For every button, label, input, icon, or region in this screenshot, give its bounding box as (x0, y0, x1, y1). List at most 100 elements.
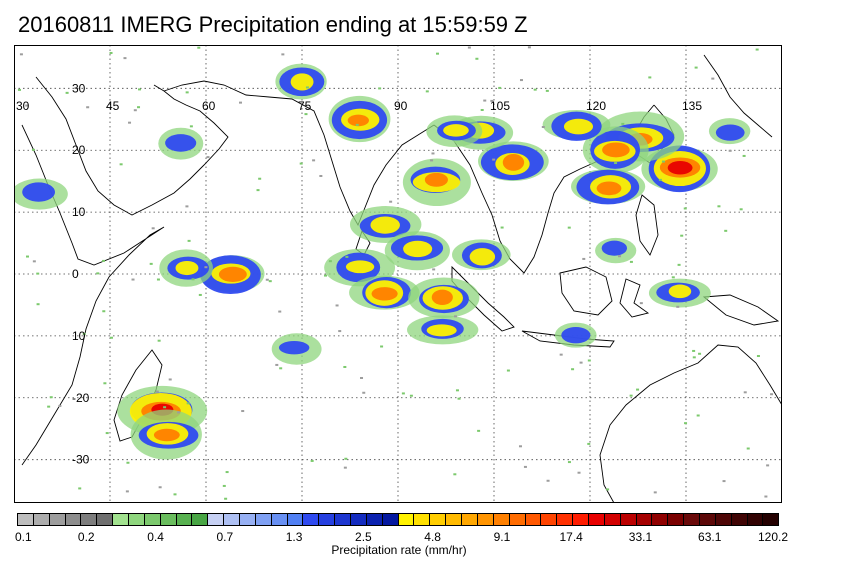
drizzle-pixel (65, 91, 69, 94)
drizzle-pixel (355, 123, 359, 126)
drizzle-pixel (629, 260, 633, 263)
map-canvas: 30 45 60 75 90 105 120 135 30 20 10 0 10 -20 -30 (14, 45, 782, 503)
map-title: 20160811 IMERG Precipitation ending at 1… (18, 12, 528, 37)
lon-tick-label: 45 (106, 99, 120, 113)
drizzle-pixel (25, 104, 29, 107)
drizzle-pixel (281, 53, 285, 56)
map-frame (14, 45, 782, 503)
precip-cell (648, 278, 711, 308)
drizzle-pixel (328, 260, 332, 263)
drizzle-pixel (58, 404, 62, 407)
colorbar-swatch (335, 514, 352, 525)
drizzle-pixel (86, 106, 90, 109)
drizzle-pixel (105, 432, 109, 435)
drizzle-pixel (78, 487, 82, 490)
drizzle-pixel (480, 108, 484, 111)
drizzle-pixel (389, 200, 393, 203)
drizzle-pixel (742, 154, 746, 157)
drizzle-pixel (614, 162, 618, 165)
colorbar-swatch (160, 514, 177, 525)
drizzle-pixel (25, 255, 29, 258)
precip-contour (443, 124, 469, 137)
drizzle-pixel (103, 382, 107, 385)
colorbar-tick-label: 2.5 (355, 530, 372, 544)
drizzle-pixel (477, 429, 481, 432)
precip-cell (582, 126, 649, 173)
drizzle-pixel (676, 305, 680, 308)
drizzle-pixel (310, 459, 314, 462)
drizzle-pixel (658, 178, 662, 181)
drizzle-pixel (225, 471, 229, 474)
precip-contour (403, 240, 433, 258)
drizzle-pixel (126, 461, 130, 464)
drizzle-pixel (436, 52, 440, 55)
drizzle-pixel (323, 274, 327, 277)
colorbar-tick-label: 17.4 (559, 530, 583, 544)
precip-contour (563, 118, 594, 135)
drizzle-pixel (766, 464, 770, 467)
precip-cell (452, 239, 511, 271)
drizzle-pixel (756, 355, 760, 358)
colorbar-swatch (509, 514, 526, 525)
drizzle-pixel (168, 378, 172, 381)
lat-tick-label: 10 (72, 205, 86, 219)
precip-contour (278, 341, 310, 355)
colorbar-swatch (33, 514, 50, 525)
drizzle-pixel (187, 239, 191, 242)
lon-tick-label: 75 (298, 99, 312, 113)
drizzle-pixel (241, 410, 245, 413)
drizzle-pixel (694, 66, 698, 69)
lat-tick-label: 20 (72, 143, 86, 157)
drizzle-pixel (770, 393, 774, 396)
drizzle-pixel (279, 367, 283, 370)
drizzle-pixel (362, 391, 366, 394)
precip-cell (384, 231, 450, 271)
drizzle-pixel (639, 302, 643, 305)
drizzle-pixel (661, 160, 665, 163)
drizzle-pixel (764, 495, 768, 498)
colorbar-tick-label: 4.8 (424, 530, 441, 544)
drizzle-pixel (123, 57, 127, 60)
colorbar-swatch (636, 514, 653, 525)
colorbar-swatch (382, 514, 399, 525)
drizzle-pixel (483, 99, 487, 102)
drizzle-pixel (344, 457, 348, 460)
drizzle-pixel (518, 445, 522, 448)
drizzle-pixel (31, 148, 35, 151)
drizzle-pixel (185, 91, 189, 94)
colorbar (17, 513, 779, 526)
precip-cell (200, 255, 265, 295)
drizzle-pixel (545, 89, 549, 92)
drizzle-pixel (559, 353, 563, 356)
precip-cell (408, 277, 480, 319)
drizzle-pixel (430, 159, 434, 162)
colorbar-swatch (446, 514, 463, 525)
drizzle-pixel (677, 263, 681, 266)
drizzle-pixel (338, 330, 342, 333)
coast-madagascar (113, 349, 163, 442)
drizzle-pixel (680, 234, 684, 237)
drizzle-pixel (36, 272, 40, 275)
colorbar-swatch (287, 514, 304, 525)
precip-contour (290, 73, 314, 91)
colorbar-swatch (462, 514, 478, 525)
drizzle-pixel (36, 303, 40, 306)
drizzle-pixel (571, 368, 575, 371)
precipitation-field (14, 46, 774, 503)
colorbar-swatch (525, 514, 542, 525)
drizzle-pixel (224, 497, 228, 500)
drizzle-pixel (149, 262, 153, 265)
coast-sulawesi (619, 278, 650, 318)
colorbar-swatch (81, 514, 98, 525)
colorbar-swatch (144, 514, 161, 525)
colorbar-swatch (240, 514, 256, 525)
colorbar-swatch (652, 514, 669, 525)
colorbar-swatch (113, 514, 130, 525)
drizzle-pixel (49, 396, 53, 399)
lat-tick-label: -20 (72, 391, 90, 405)
drizzle-pixel (258, 177, 262, 180)
colorbar-swatch (192, 514, 209, 525)
colorbar-swatch (208, 514, 225, 525)
coast-australia (599, 344, 782, 503)
precip-contour (371, 287, 398, 301)
